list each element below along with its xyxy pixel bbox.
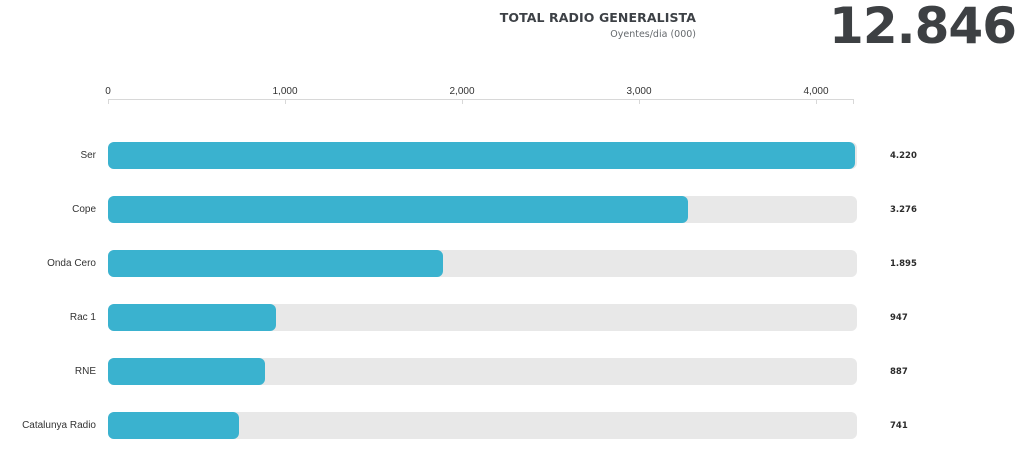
bar-value: 3.276 (890, 205, 917, 215)
bar-label: RNE (74, 366, 96, 377)
bar-value: 947 (890, 313, 908, 323)
bar-fill[interactable] (108, 142, 855, 169)
axis-tick-label: 0 (105, 86, 111, 97)
axis-end-tick (853, 99, 854, 104)
bar-track (108, 304, 857, 331)
bar-fill[interactable] (108, 412, 239, 439)
bar-label: Onda Cero (47, 258, 96, 269)
bar-label: Rac 1 (69, 312, 96, 323)
bar-value: 887 (890, 367, 908, 377)
axis-tick (285, 99, 286, 104)
axis-tick (816, 99, 817, 104)
total-value: 12.846 (829, 0, 1017, 55)
bar-fill[interactable] (108, 358, 265, 385)
bar-label: Cope (72, 204, 96, 215)
bar-label: Ser (80, 150, 96, 161)
bar-value: 1.895 (890, 259, 917, 269)
bar-fill[interactable] (108, 304, 276, 331)
axis-tick (108, 99, 109, 104)
bar-fill[interactable] (108, 196, 688, 223)
bar-track (108, 412, 857, 439)
bar-value: 4.220 (890, 151, 917, 161)
axis-tick-label: 4,000 (803, 86, 829, 97)
axis-tick (639, 99, 640, 104)
bar-track (108, 250, 857, 277)
axis-tick-label: 1,000 (272, 86, 298, 97)
bar-fill[interactable] (108, 250, 443, 277)
chart-subtitle: Oyentes/dia (000) (610, 29, 696, 40)
axis-tick-label: 3,000 (626, 86, 652, 97)
axis-tick-label: 2,000 (449, 86, 475, 97)
bar-track (108, 196, 857, 223)
bar-value: 741 (890, 421, 908, 431)
axis-line (108, 99, 854, 100)
bar-track (108, 358, 857, 385)
axis-tick (462, 99, 463, 104)
chart-title: TOTAL RADIO GENERALISTA (499, 10, 696, 25)
bar-label: Catalunya Radio (22, 420, 96, 431)
bar-track (108, 142, 857, 169)
